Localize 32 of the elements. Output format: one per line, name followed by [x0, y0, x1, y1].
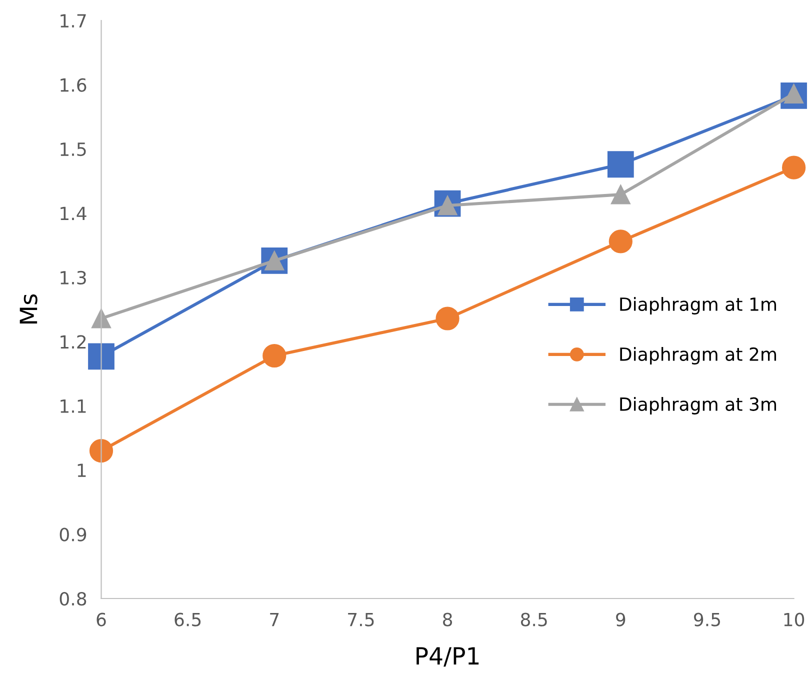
legend-label: Diaphragm at 2m [620, 347, 776, 364]
x-tick-label: 6 [96, 612, 106, 626]
x-tick-label: 7.5 [348, 612, 374, 626]
x-tick-label: 8.5 [520, 612, 547, 626]
x-tick-label: 8 [443, 612, 452, 626]
x-tick-label: 6.5 [174, 612, 201, 626]
legend-label: Diaphragm at 1m [620, 297, 776, 315]
point [607, 151, 634, 178]
legend-label: Diaphragm at 3m [620, 396, 776, 414]
x-tick-label: 10 [784, 612, 804, 626]
point [610, 184, 630, 204]
y-tick-label: 1.1 [60, 400, 86, 413]
y-tick-label: 1.4 [60, 206, 86, 220]
point [88, 343, 114, 370]
y-axis-title: Ms [20, 294, 38, 324]
y-tick-label: 1.5 [60, 142, 86, 156]
x-tick-label: 7 [270, 612, 279, 626]
point [262, 344, 286, 368]
y-tick-label: 1.2 [60, 335, 86, 348]
y-tick-label: 1 [78, 464, 86, 477]
x-axis-title: P4/P1 [416, 647, 479, 667]
y-tick-label: 0.9 [60, 528, 86, 542]
point [782, 156, 806, 180]
y-tick-label: 1.7 [60, 14, 86, 28]
x-tick-label: 9 [616, 612, 626, 626]
point [89, 438, 114, 463]
point [608, 230, 632, 254]
point [436, 306, 460, 330]
y-tick-label: 0.8 [60, 592, 86, 606]
y-tick-label: 1.6 [60, 78, 86, 92]
y-tick-label: 1.3 [60, 270, 86, 285]
x-tick-label: 9.5 [694, 612, 720, 626]
